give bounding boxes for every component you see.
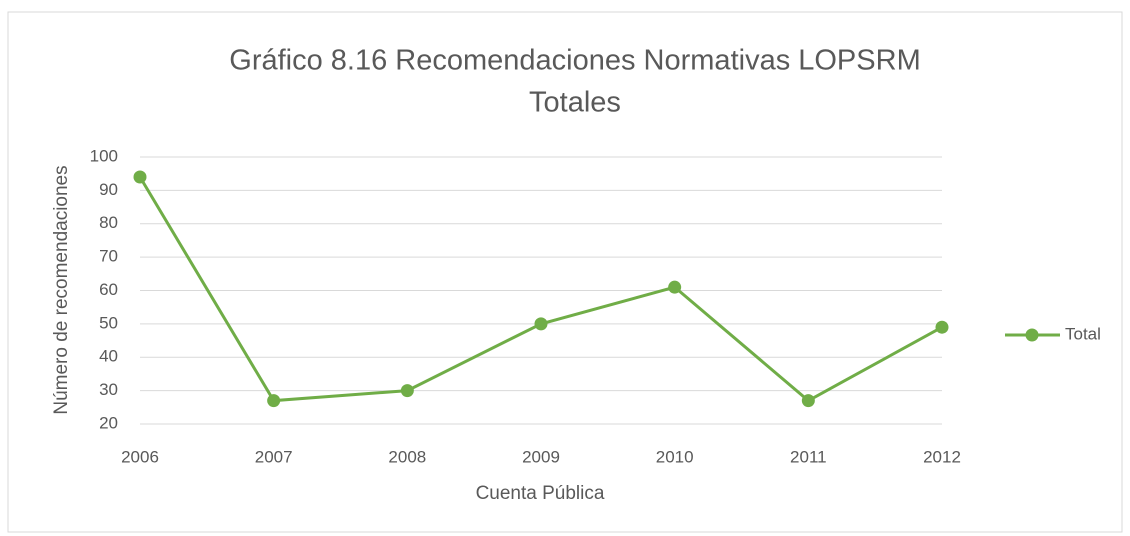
- y-tick-label: 90: [99, 180, 118, 199]
- y-tick-label: 40: [99, 347, 118, 366]
- x-tick-label: 2012: [923, 447, 961, 466]
- chart-frame: [7, 11, 1123, 533]
- x-tick-label: 2009: [522, 447, 560, 466]
- y-tick-label: 100: [90, 146, 118, 165]
- y-tick-label: 60: [99, 280, 118, 299]
- y-axis-title: Número de recomendaciones: [51, 165, 72, 414]
- chart-title: Gráfico 8.16 Recomendaciones Normativas …: [229, 45, 920, 77]
- y-tick-label: 20: [99, 413, 118, 432]
- y-tick-label: 30: [99, 380, 118, 399]
- y-tick-label: 50: [99, 313, 118, 332]
- data-point: [935, 320, 949, 334]
- legend-marker: [1025, 328, 1039, 342]
- y-tick-label: 80: [99, 213, 118, 232]
- x-tick-label: 2011: [790, 447, 827, 466]
- data-point: [267, 394, 281, 408]
- data-point: [668, 280, 682, 294]
- y-tick-label: 70: [99, 247, 118, 266]
- x-tick-label: 2010: [656, 447, 694, 466]
- data-point: [534, 317, 548, 331]
- chart-title: Totales: [529, 87, 621, 119]
- x-tick-label: 2008: [388, 447, 426, 466]
- x-tick-label: 2006: [121, 447, 159, 466]
- data-point: [133, 170, 147, 184]
- x-tick-label: 2007: [255, 447, 293, 466]
- x-axis-title: Cuenta Pública: [476, 483, 605, 504]
- data-point: [801, 394, 815, 408]
- legend-label: Total: [1065, 324, 1101, 343]
- data-point: [400, 384, 414, 398]
